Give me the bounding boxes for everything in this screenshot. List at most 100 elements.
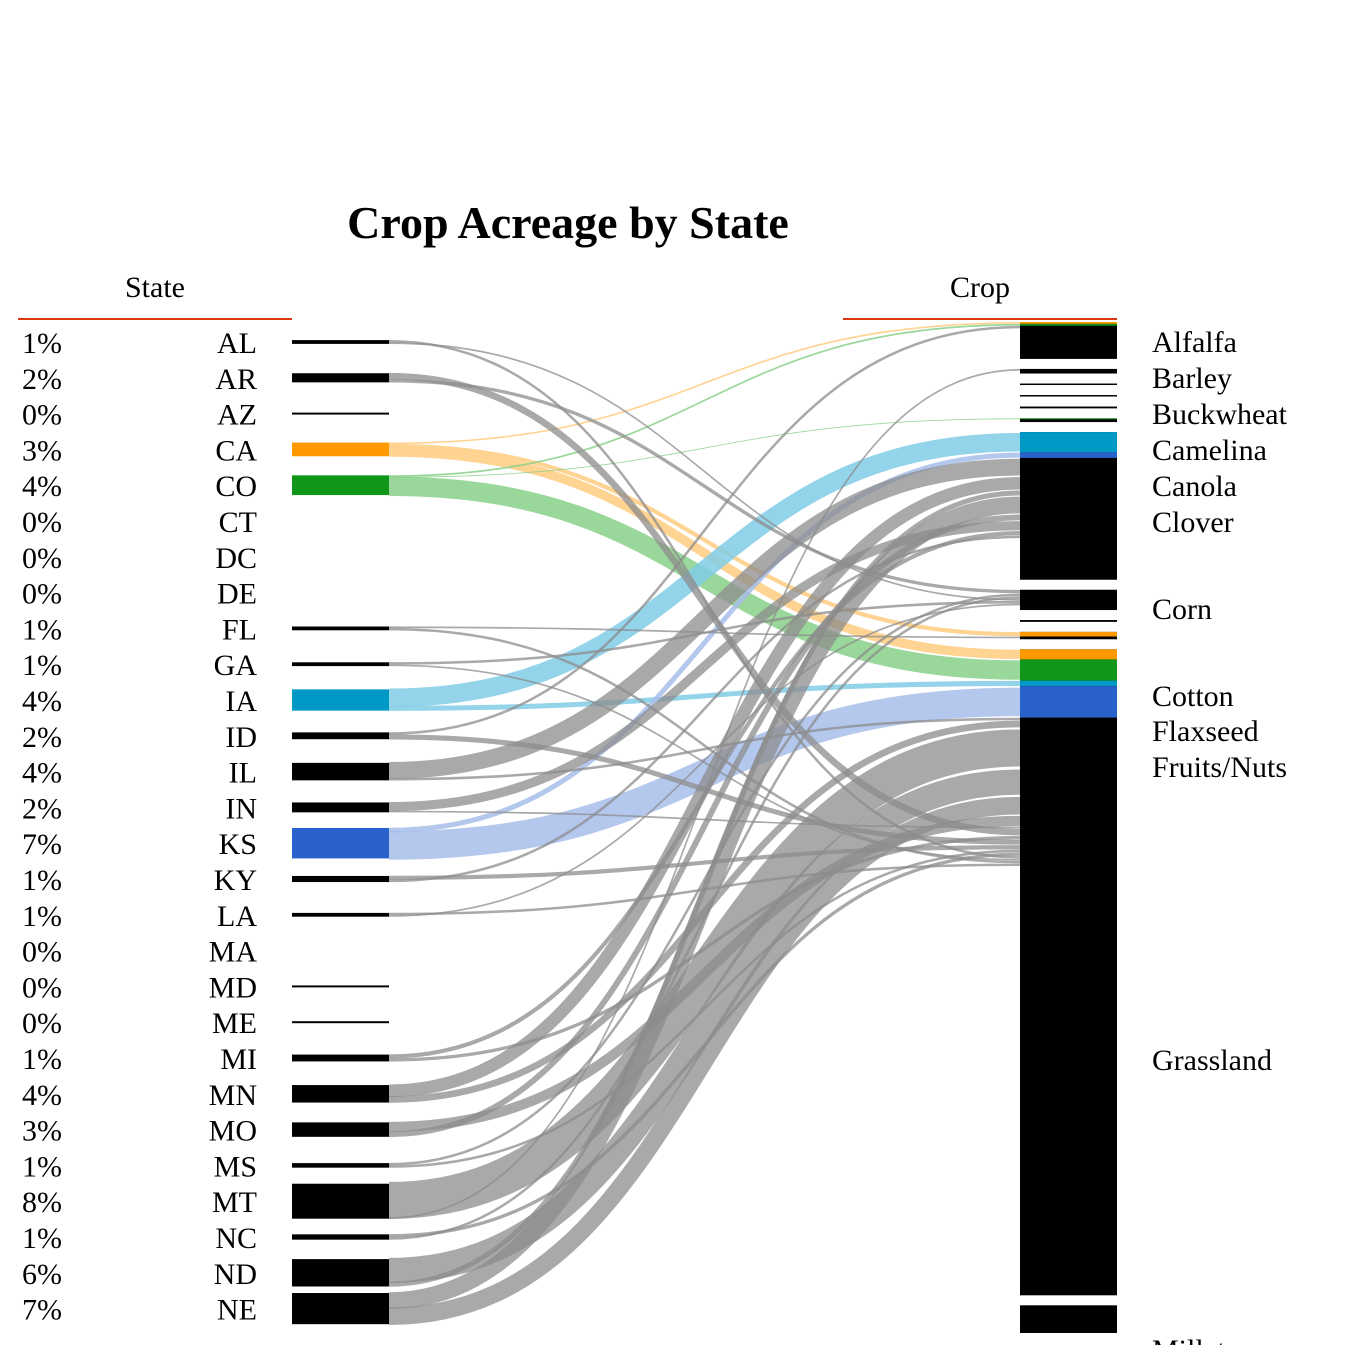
flow-ia-to-corn bbox=[388, 432, 1021, 707]
crop-header: Crop bbox=[950, 271, 1010, 304]
state-node-mt bbox=[292, 1183, 389, 1219]
crop-nodes bbox=[1020, 322, 1117, 1333]
state-labels: 1% AL 2% AR 0% AZ 3% CA 4% CO 0% CT 0% DC 0% DE 1% FL 1% GA… bbox=[22, 327, 257, 1327]
flow-ms-to-grassland bbox=[388, 849, 1021, 1168]
state-pct-nd: 6% bbox=[22, 1258, 62, 1291]
state-label-in: IN bbox=[225, 792, 257, 825]
state-pct-de: 0% bbox=[22, 578, 62, 611]
state-label-mi: MI bbox=[220, 1043, 257, 1076]
state-label-co: CO bbox=[215, 470, 257, 503]
state-label-ma: MA bbox=[209, 936, 258, 969]
crop-labels: AlfalfaBarleyBuckwheatCamelinaCanolaClov… bbox=[1152, 326, 1288, 1345]
flow-nc-to-cotton bbox=[388, 596, 1021, 1240]
flow-fl-to-fruits-nuts bbox=[388, 626, 1021, 639]
state-label-al: AL bbox=[217, 327, 257, 360]
state-label-il: IL bbox=[229, 757, 257, 790]
crop-segment-alfalfa-ca bbox=[1020, 322, 1117, 324]
flow-ia-to-grassland bbox=[388, 680, 1021, 711]
state-label-ne: NE bbox=[217, 1294, 257, 1327]
crop-node-cotton bbox=[1020, 589, 1117, 611]
crop-node-barley bbox=[1020, 368, 1117, 374]
flow-nc-to-grassland bbox=[388, 852, 1021, 1238]
state-node-ar bbox=[292, 373, 389, 383]
crop-node-buckwheat bbox=[1020, 383, 1117, 386]
crop-label-flaxseed: Flaxseed bbox=[1152, 715, 1259, 748]
flow-co-to-alfalfa bbox=[388, 323, 1021, 477]
crop-node-flaxseed bbox=[1020, 620, 1117, 622]
state-pct-ne: 7% bbox=[22, 1294, 62, 1327]
flow-id-to-alfalfa bbox=[388, 325, 1021, 735]
state-label-ky: KY bbox=[214, 864, 257, 897]
state-node-mi bbox=[292, 1054, 389, 1062]
state-pct-id: 2% bbox=[22, 721, 62, 754]
state-label-az: AZ bbox=[217, 399, 257, 432]
state-pct-fl: 1% bbox=[22, 613, 62, 646]
crop-node-millet bbox=[1020, 1305, 1117, 1333]
state-node-il bbox=[292, 762, 389, 781]
flow-la-to-cotton bbox=[388, 603, 1021, 917]
state-label-id: ID bbox=[225, 721, 257, 754]
crop-node-camelina bbox=[1020, 395, 1117, 397]
state-label-mo: MO bbox=[209, 1115, 257, 1148]
state-node-me bbox=[292, 1021, 389, 1024]
state-node-co bbox=[292, 475, 389, 496]
crop-node-grassland bbox=[1020, 649, 1117, 1296]
state-node-md bbox=[292, 985, 389, 988]
flow-la-to-grassland bbox=[388, 863, 1021, 916]
state-label-mt: MT bbox=[212, 1186, 257, 1219]
state-node-ms bbox=[292, 1163, 389, 1168]
crop-label-cotton: Cotton bbox=[1152, 680, 1234, 713]
state-pct-ar: 2% bbox=[22, 363, 62, 396]
crop-node-alfalfa bbox=[1020, 322, 1117, 359]
crop-node-clover bbox=[1020, 418, 1117, 423]
state-node-ky bbox=[292, 875, 389, 883]
crop-label-millet: Millet bbox=[1152, 1334, 1226, 1345]
crop-segment-corn-ks bbox=[1020, 452, 1117, 458]
state-label-la: LA bbox=[217, 900, 257, 933]
state-label-de: DE bbox=[217, 578, 257, 611]
state-pct-me: 0% bbox=[22, 1007, 62, 1040]
crop-segment-grassland-ia bbox=[1020, 680, 1117, 687]
flow-ca-to-fruits-nuts bbox=[388, 443, 1021, 637]
state-label-dc: DC bbox=[215, 542, 257, 575]
state-pct-ga: 1% bbox=[22, 649, 62, 682]
state-node-nd bbox=[292, 1259, 389, 1287]
state-node-ca bbox=[292, 442, 389, 457]
crop-segment-corn-ia bbox=[1020, 432, 1117, 453]
state-node-al bbox=[292, 340, 389, 344]
flow-mi-to-corn bbox=[388, 531, 1021, 1059]
state-node-ne bbox=[292, 1293, 389, 1325]
flow-mo-to-corn bbox=[388, 514, 1021, 1138]
state-pct-ia: 4% bbox=[22, 685, 62, 718]
state-label-nd: ND bbox=[214, 1258, 257, 1291]
flow-fl-to-grassland bbox=[388, 627, 1021, 864]
flow-id-to-grassland bbox=[388, 734, 1021, 845]
state-label-md: MD bbox=[209, 971, 257, 1004]
flow-nd-to-grassland bbox=[388, 769, 1021, 1284]
state-pct-ky: 1% bbox=[22, 864, 62, 897]
crop-label-grassland: Grassland bbox=[1152, 1044, 1272, 1077]
state-pct-co: 4% bbox=[22, 470, 62, 503]
state-pct-mi: 1% bbox=[22, 1043, 62, 1076]
state-label-nc: NC bbox=[215, 1222, 257, 1255]
state-node-az bbox=[292, 412, 389, 415]
crop-label-buckwheat: Buckwheat bbox=[1152, 398, 1288, 431]
flow-ar-to-cotton bbox=[388, 379, 1021, 594]
state-pct-az: 0% bbox=[22, 399, 62, 432]
flow-ar-to-grassland bbox=[388, 372, 1021, 836]
state-label-fl: FL bbox=[222, 613, 257, 646]
crop-node-canola bbox=[1020, 406, 1117, 409]
state-label-ga: GA bbox=[214, 649, 258, 682]
state-node-mo bbox=[292, 1122, 389, 1137]
state-node-ia bbox=[292, 689, 389, 711]
state-label-ks: KS bbox=[219, 828, 257, 861]
state-pct-al: 1% bbox=[22, 327, 62, 360]
state-pct-mt: 8% bbox=[22, 1186, 62, 1219]
state-node-la bbox=[292, 912, 389, 917]
crop-label-fruits-nuts: Fruits/Nuts bbox=[1152, 751, 1287, 784]
state-label-ms: MS bbox=[214, 1150, 257, 1183]
state-label-me: ME bbox=[212, 1007, 257, 1040]
state-pct-ks: 7% bbox=[22, 828, 62, 861]
state-pct-nc: 1% bbox=[22, 1222, 62, 1255]
